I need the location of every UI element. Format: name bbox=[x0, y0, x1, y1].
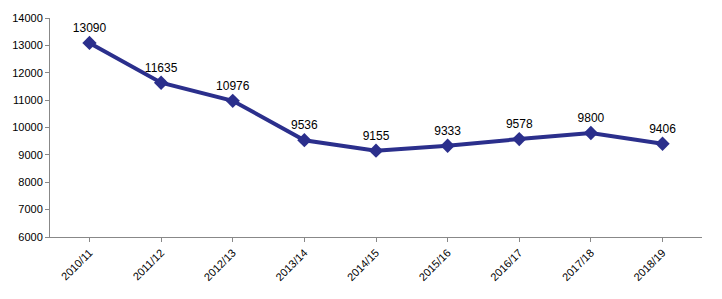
svg-text:11000: 11000 bbox=[13, 94, 43, 106]
svg-text:2013/14: 2013/14 bbox=[273, 247, 310, 284]
svg-text:7000: 7000 bbox=[18, 203, 42, 215]
svg-text:12000: 12000 bbox=[12, 67, 43, 79]
svg-text:10000: 10000 bbox=[12, 121, 43, 133]
svg-text:9333: 9333 bbox=[434, 124, 461, 138]
svg-text:6000: 6000 bbox=[18, 231, 42, 243]
svg-text:13090: 13090 bbox=[73, 21, 107, 35]
svg-text:2014/15: 2014/15 bbox=[345, 247, 382, 284]
svg-text:9406: 9406 bbox=[649, 122, 676, 136]
svg-text:13000: 13000 bbox=[12, 39, 43, 51]
svg-text:10976: 10976 bbox=[216, 79, 250, 93]
svg-text:2012/13: 2012/13 bbox=[201, 247, 238, 284]
svg-text:8000: 8000 bbox=[18, 176, 42, 188]
svg-text:14000: 14000 bbox=[12, 12, 43, 24]
svg-text:9800: 9800 bbox=[578, 111, 605, 125]
svg-text:2017/18: 2017/18 bbox=[560, 247, 597, 284]
svg-text:2018/19: 2018/19 bbox=[631, 247, 668, 284]
svg-text:2016/17: 2016/17 bbox=[488, 247, 525, 284]
svg-text:9000: 9000 bbox=[18, 149, 42, 161]
svg-text:9155: 9155 bbox=[363, 129, 390, 143]
svg-text:2010/11: 2010/11 bbox=[59, 247, 95, 283]
svg-text:9578: 9578 bbox=[506, 117, 533, 131]
svg-text:2015/16: 2015/16 bbox=[416, 247, 453, 284]
svg-text:11635: 11635 bbox=[145, 61, 178, 75]
svg-text:9536: 9536 bbox=[291, 118, 318, 132]
svg-text:2011/12: 2011/12 bbox=[130, 247, 166, 283]
